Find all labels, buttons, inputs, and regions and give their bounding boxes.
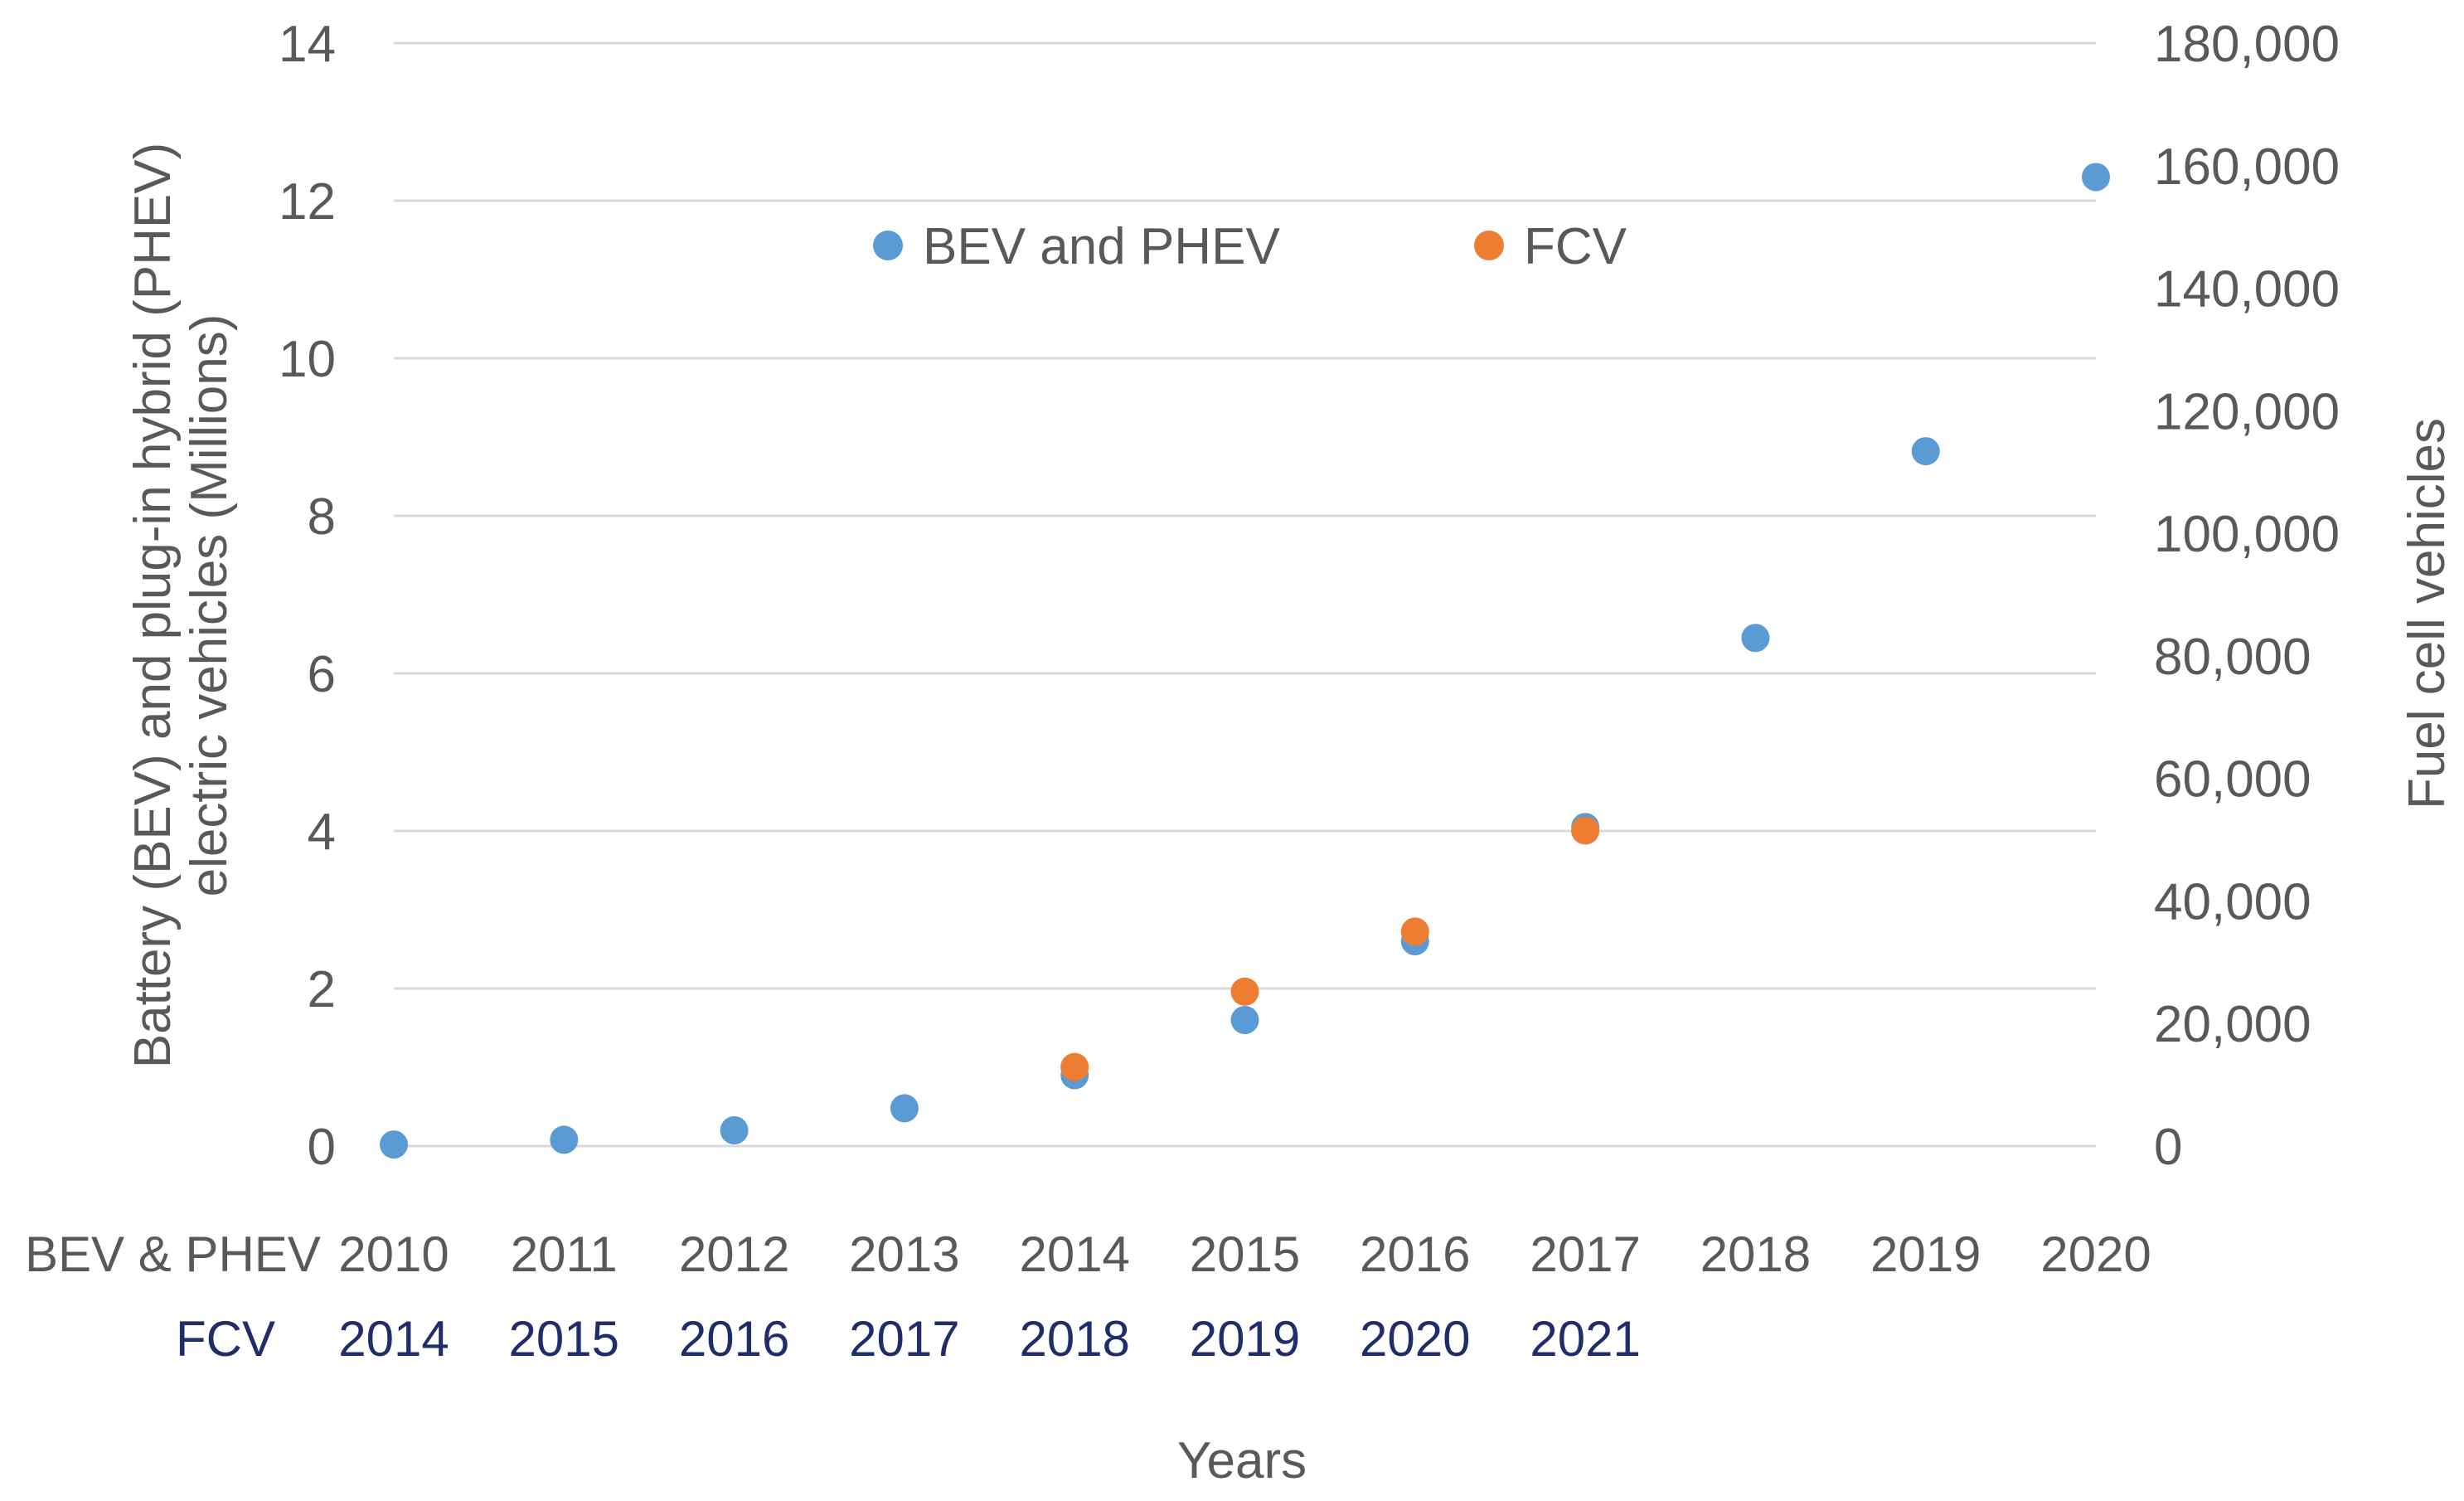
legend-marker-fcv [1474,231,1504,260]
x-tick-label-bev-phev: 2010 [338,1227,449,1282]
left-y-tick-label: 14 [279,16,336,73]
x-tick-label-bev-phev: 2012 [679,1227,789,1282]
left-y-tick-label: 0 [308,1119,336,1176]
x-tick-label-bev-phev: 2017 [1530,1227,1640,1282]
right-y-tick-label: 80,000 [2154,629,2311,686]
right-y-axis-title: Fuel cell vehicles [2399,418,2456,809]
x-tick-label-fcv: 2020 [1360,1311,1470,1367]
x-tick-label-bev-phev: 2019 [1870,1227,1981,1282]
right-y-tick-label: 40,000 [2154,873,2311,930]
bev-phev-point [720,1116,749,1144]
left-y-axis-title: Battery (BEV) and plug-in hybrid (PHEV) … [124,143,238,1068]
legend-label-fcv: FCV [1524,218,1627,275]
x-tick-label-fcv: 2019 [1190,1311,1300,1367]
x-axis-ticks: 2010 2011 2012 2013 2014 2015 2016 2017 2018 2019… [338,1227,2151,1367]
legend-marker-bev-phev [873,231,903,260]
bev-phev-point [1911,437,1940,466]
fcv-point [1400,917,1429,946]
right-y-axis-ticks: 0 20,000 40,000 60,000 80,000 100,000 120,000 1… [2154,16,2340,1176]
left-y-axis-ticks: 0 2 4 6 8 10 12 14 [279,16,336,1176]
bev-phev-point [2082,163,2110,192]
right-y-tick-label: 120,000 [2154,383,2340,440]
legend: BEV and PHEV FCV [873,218,1627,275]
left-y-tick-label: 10 [279,331,336,388]
fcv-point [1060,1052,1089,1081]
x-row1-label: BEV & PHEV [25,1227,321,1282]
x-tick-label-bev-phev: 2020 [2040,1227,2151,1282]
left-y-axis-title-line2: electric vehicles (Millions) [181,314,238,897]
x-tick-label-fcv: 2014 [338,1311,449,1367]
x-tick-label-fcv: 2015 [509,1311,619,1367]
left-y-tick-label: 2 [308,961,336,1018]
x-tick-label-bev-phev: 2015 [1190,1227,1300,1282]
left-y-tick-label: 8 [308,488,336,546]
data-points [380,163,2110,1159]
right-y-tick-label: 100,000 [2154,506,2340,563]
gridlines [394,41,2096,1148]
x-tick-label-bev-phev: 2016 [1360,1227,1470,1282]
x-tick-label-bev-phev: 2018 [1700,1227,1811,1282]
bev-phev-point [1741,624,1770,653]
left-y-tick-label: 6 [308,646,336,703]
bev-phev-point [380,1130,408,1159]
right-y-tick-label: 140,000 [2154,261,2340,318]
x-row2-label: FCV [176,1311,275,1367]
right-y-tick-label: 180,000 [2154,16,2340,73]
bev-phev-point [550,1125,579,1154]
fcv-point [1571,816,1600,845]
fcv-point [1230,977,1259,1006]
x-tick-label-fcv: 2018 [1019,1311,1129,1367]
x-tick-label-bev-phev: 2013 [849,1227,959,1282]
right-y-tick-label: 20,000 [2154,996,2311,1053]
right-y-tick-label: 0 [2154,1119,2182,1176]
x-tick-label-bev-phev: 2014 [1019,1227,1129,1282]
x-tick-label-fcv: 2017 [849,1311,959,1367]
right-y-tick-label: 160,000 [2154,138,2340,196]
left-y-axis-title-line1: Battery (BEV) and plug-in hybrid (PHEV) [124,143,182,1068]
x-tick-label-bev-phev: 2011 [511,1227,618,1282]
x-axis-title: Years [1177,1432,1307,1489]
legend-label-bev-phev: BEV and PHEV [923,218,1280,275]
left-y-tick-label: 4 [308,804,336,861]
right-y-tick-label: 60,000 [2154,751,2311,809]
left-y-tick-label: 12 [279,173,336,231]
bev-phev-point [1230,1006,1259,1034]
bev-phev-point [890,1094,919,1123]
x-tick-label-fcv: 2021 [1530,1311,1640,1367]
x-tick-label-fcv: 2016 [679,1311,789,1367]
